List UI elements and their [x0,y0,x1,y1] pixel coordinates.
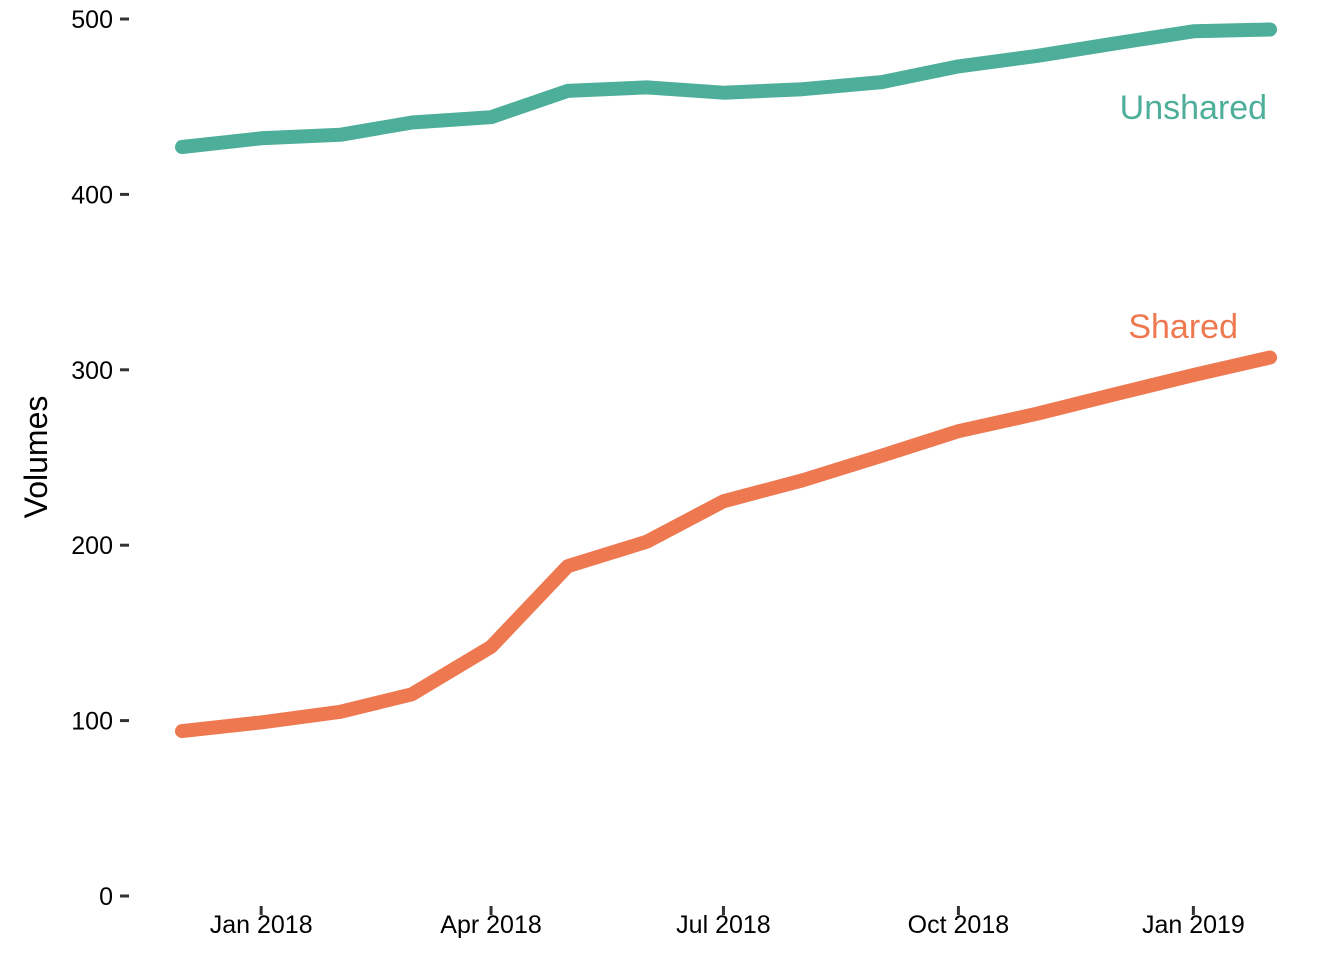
series-label-unshared: Unshared [1120,89,1267,127]
y-tick-label: 0 [99,883,113,911]
y-tick-label: 300 [71,357,113,385]
y-tick-label: 100 [71,708,113,736]
series-line-shared [175,350,1277,739]
x-tick-label: Apr 2018 [440,911,541,939]
y-tick-label: 500 [71,6,113,34]
y-tick-label: 200 [71,532,113,560]
x-axis: Jan 2018 Apr 2018 Jul 2018 Oct 2018 Jan 2019 [210,906,1245,939]
x-tick-label: Jan 2019 [1142,911,1245,939]
y-axis-title: Volumes [18,396,54,519]
x-tick-label: Jul 2018 [676,911,771,939]
series-label-layer: Unshared Shared [1120,89,1267,346]
series-layer [175,22,1277,739]
x-tick-label: Oct 2018 [908,911,1009,939]
y-tick-label: 400 [71,181,113,209]
series-line-unshared [175,22,1277,154]
y-axis: 0 100 200 300 400 500 [71,6,129,911]
x-tick-label: Jan 2018 [210,911,313,939]
series-label-shared: Shared [1128,308,1238,346]
